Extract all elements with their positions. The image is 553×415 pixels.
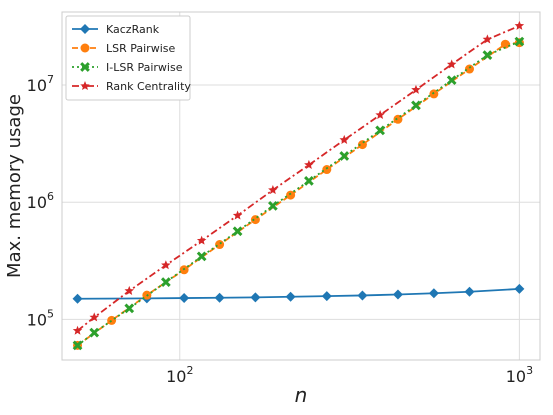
legend-label: LSR Pairwise — [106, 42, 175, 55]
data-point — [428, 288, 439, 299]
data-point — [250, 292, 261, 303]
data-point — [179, 293, 190, 304]
data-point — [161, 277, 171, 287]
data-point — [72, 340, 83, 351]
data-point — [446, 75, 457, 86]
data-point — [268, 201, 278, 211]
series-line — [76, 40, 520, 347]
series-i-lsr-pairwise — [72, 36, 525, 351]
y-tick-label: 106 — [27, 190, 54, 212]
data-point — [214, 292, 225, 303]
y-tick-label: 105 — [27, 307, 54, 329]
legend-marker — [80, 81, 90, 91]
legend-label: KaczRank — [106, 23, 160, 36]
data-point — [89, 327, 100, 338]
y-tick-label: 107 — [27, 73, 54, 95]
data-point — [196, 251, 207, 262]
data-point — [232, 226, 243, 237]
data-point — [215, 240, 225, 250]
data-point — [339, 151, 350, 161]
plot-frame — [61, 11, 541, 361]
data-point — [124, 303, 135, 314]
data-point — [514, 283, 525, 294]
data-point — [411, 84, 421, 94]
tick-labels: 102 103 105 106 107 — [27, 73, 533, 386]
x-axis-label: n — [295, 383, 308, 407]
data-point — [464, 286, 475, 297]
data-point — [285, 291, 296, 302]
series-layer — [72, 20, 525, 351]
data-point — [286, 190, 296, 200]
data-point — [196, 235, 207, 245]
data-point — [482, 50, 493, 60]
data-point — [232, 210, 243, 220]
legend-label: I-LSR Pairwise — [106, 61, 183, 74]
data-point — [339, 134, 349, 144]
data-point — [429, 89, 439, 99]
legend-marker — [80, 62, 90, 72]
data-point — [89, 312, 100, 322]
series-line — [77, 287, 520, 300]
data-point — [72, 325, 83, 335]
data-point — [514, 20, 525, 30]
legend-marker — [80, 43, 90, 53]
data-point — [482, 34, 493, 44]
data-point — [304, 176, 314, 186]
legend-box — [65, 15, 191, 101]
data-point — [464, 64, 474, 74]
data-point — [161, 260, 171, 270]
legend-label: Rank Centrality — [106, 80, 191, 93]
y-axis-label: Max. memory usage — [4, 94, 25, 278]
data-point — [446, 59, 457, 69]
data-point — [72, 293, 83, 304]
data-point — [357, 290, 368, 301]
data-point — [392, 289, 403, 300]
data-point — [322, 165, 332, 175]
x-tick-label: 103 — [506, 364, 533, 386]
data-point — [321, 291, 332, 302]
x-tick-label: 102 — [166, 364, 193, 386]
data-point — [268, 185, 278, 195]
data-point — [124, 285, 135, 295]
legend-marker — [80, 24, 90, 34]
data-point — [304, 159, 314, 169]
series-rank-centrality — [72, 20, 525, 335]
data-point — [500, 39, 510, 49]
series-line — [76, 25, 520, 332]
data-point — [411, 100, 421, 111]
legend: KaczRank LSR Pairwise I-LSR Pairwise Rank C… — [65, 15, 191, 101]
data-point — [107, 315, 117, 325]
data-point — [514, 36, 525, 47]
data-point — [375, 109, 385, 120]
data-point — [375, 125, 385, 136]
